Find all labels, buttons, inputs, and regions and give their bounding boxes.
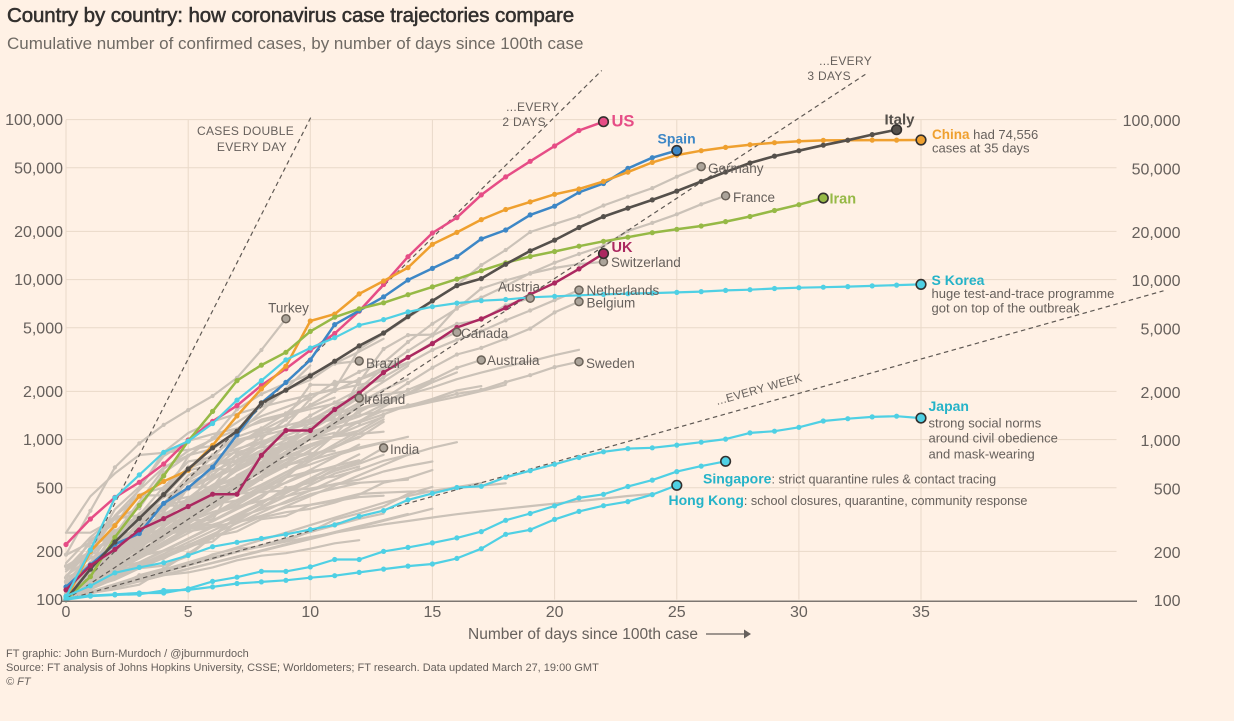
svg-text:cases at 35 days: cases at 35 days: [932, 141, 1030, 156]
svg-text:500: 500: [1154, 481, 1181, 498]
svg-text:Singapore: strict quarantine r: Singapore: strict quarantine rules & con…: [703, 471, 996, 487]
svg-text:35: 35: [912, 604, 930, 621]
svg-text:100,000: 100,000: [1123, 113, 1181, 130]
svg-text:5,000: 5,000: [1140, 321, 1180, 338]
svg-text:500: 500: [36, 480, 63, 497]
svg-text:Switzerland: Switzerland: [611, 255, 681, 270]
svg-text:0: 0: [62, 604, 71, 621]
svg-text:30: 30: [790, 604, 808, 621]
svg-text:Country by country: how corona: Country by country: how coronavirus case…: [7, 4, 574, 27]
svg-text:Austria: Austria: [498, 280, 541, 295]
svg-text:Japan: Japan: [929, 398, 969, 414]
svg-text:Netherlands: Netherlands: [587, 283, 660, 298]
svg-text:3 DAYS: 3 DAYS: [807, 69, 851, 83]
svg-text:5,000: 5,000: [23, 320, 63, 337]
svg-text:5: 5: [184, 604, 193, 621]
svg-text:1,000: 1,000: [23, 432, 63, 449]
svg-text:© FT: © FT: [6, 676, 32, 688]
svg-text:FT graphic: John Burn-Murdoch: FT graphic: John Burn-Murdoch / @jburnmu…: [6, 648, 249, 660]
svg-text:100: 100: [36, 592, 63, 609]
svg-text:...EVERY: ...EVERY: [506, 100, 559, 114]
svg-text:2,000: 2,000: [23, 384, 63, 401]
svg-text:2 DAYS: 2 DAYS: [502, 115, 546, 129]
svg-text:Iran: Iran: [830, 192, 857, 208]
svg-text:50,000: 50,000: [1132, 161, 1181, 178]
svg-text:UK: UK: [612, 240, 633, 256]
svg-text:Spain: Spain: [658, 131, 696, 147]
svg-text:200: 200: [1154, 545, 1181, 562]
svg-text:20: 20: [546, 604, 564, 621]
svg-text:15: 15: [424, 604, 442, 621]
svg-text:India: India: [390, 442, 420, 457]
svg-text:10,000: 10,000: [14, 272, 63, 289]
svg-text:China had 74,556: China had 74,556: [932, 127, 1038, 142]
svg-text:Source: FT analysis of Johns H: Source: FT analysis of Johns Hopkins Uni…: [6, 662, 599, 674]
svg-text:200: 200: [36, 544, 63, 561]
svg-text:S Korea: S Korea: [932, 272, 985, 288]
svg-text:Ireland: Ireland: [364, 392, 405, 407]
svg-text:20,000: 20,000: [14, 224, 63, 241]
svg-text:25: 25: [668, 604, 686, 621]
svg-text:100: 100: [1154, 593, 1181, 610]
svg-text:huge test-and-trace programme: huge test-and-trace programme: [932, 286, 1115, 301]
svg-text:and mask-wearing: and mask-wearing: [929, 446, 1035, 461]
svg-text:10,000: 10,000: [1132, 273, 1181, 290]
svg-text:US: US: [612, 113, 635, 131]
svg-text:Sweden: Sweden: [586, 356, 635, 371]
svg-text:EVERY DAY: EVERY DAY: [217, 140, 287, 154]
svg-text:Australia: Australia: [487, 353, 540, 368]
svg-text:CASES DOUBLE: CASES DOUBLE: [197, 124, 294, 138]
svg-text:Number of days since 100th cas: Number of days since 100th case: [468, 626, 698, 643]
svg-text:1,000: 1,000: [1140, 433, 1180, 450]
svg-text:10: 10: [301, 604, 319, 621]
svg-text:strong social norms: strong social norms: [929, 415, 1042, 430]
svg-text:Cumulative number of confirmed: Cumulative number of confirmed cases, by…: [7, 34, 583, 53]
svg-text:50,000: 50,000: [14, 160, 63, 177]
svg-text:...EVERY: ...EVERY: [819, 54, 872, 68]
svg-text:20,000: 20,000: [1132, 225, 1181, 242]
svg-text:Turkey: Turkey: [268, 301, 309, 316]
svg-text:Italy: Italy: [885, 112, 916, 129]
svg-text:100,000: 100,000: [5, 112, 63, 129]
svg-text:Germany: Germany: [708, 161, 764, 176]
svg-text:Brazil: Brazil: [366, 356, 400, 371]
svg-text:got on top of the outbreak: got on top of the outbreak: [932, 301, 1081, 316]
svg-text:Hong Kong: school closures, qu: Hong Kong: school closures, quarantine, …: [669, 492, 1028, 508]
svg-text:Canada: Canada: [461, 326, 509, 341]
svg-text:2,000: 2,000: [1140, 385, 1180, 402]
svg-text:around civil obedience: around civil obedience: [929, 431, 1058, 446]
svg-text:France: France: [733, 190, 775, 205]
svg-text:Belgium: Belgium: [587, 296, 636, 311]
